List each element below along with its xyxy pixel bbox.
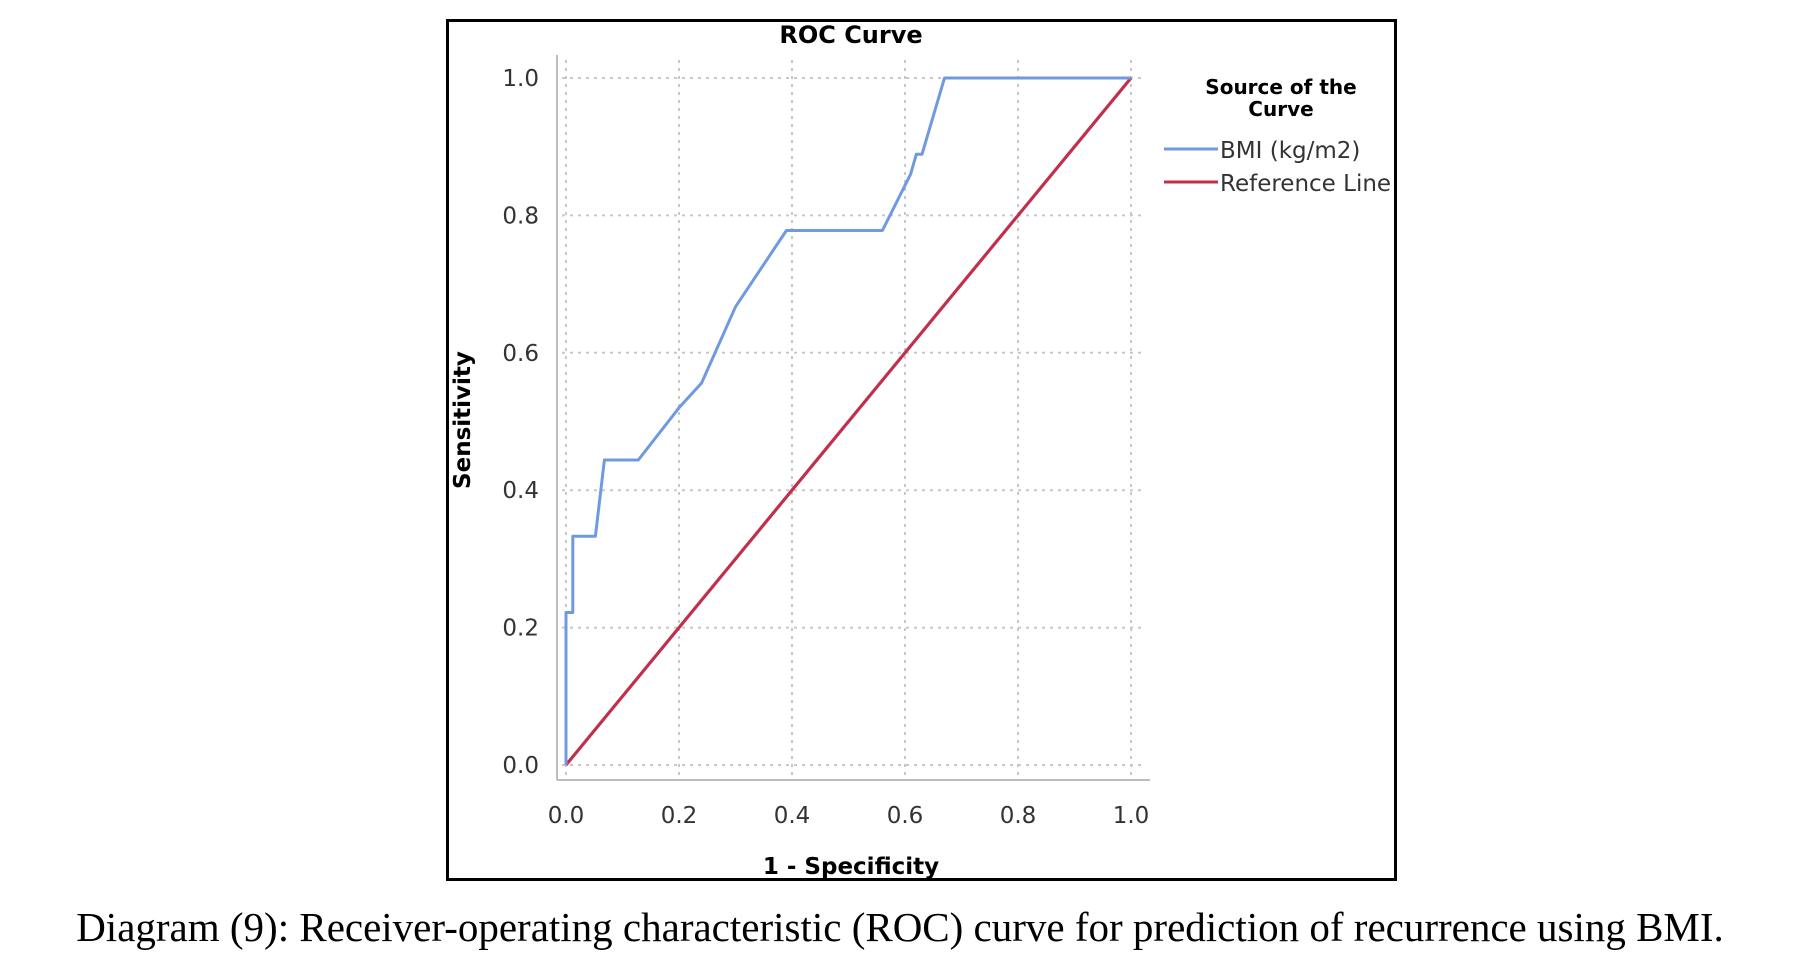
y-tick-label: 0.6 (502, 341, 539, 367)
y-tick-label: 0.2 (502, 616, 539, 642)
y-tick-label: 1.0 (502, 66, 539, 92)
legend-title-line-1: Source of the (1205, 75, 1356, 99)
legend-title-line-2: Curve (1248, 97, 1313, 121)
y-tick-label: 0.8 (502, 203, 539, 229)
y-tick-label: 0.4 (502, 478, 539, 504)
x-tick-label: 0.6 (887, 803, 924, 829)
legend-label-reference: Reference Line (1220, 171, 1391, 197)
figure-caption: Diagram (9): Receiver-operating characte… (76, 904, 1724, 950)
axes (556, 55, 1150, 781)
x-tick-label: 1.0 (1113, 803, 1150, 829)
chart-frame (446, 19, 1397, 881)
grid (562, 60, 1145, 775)
x-axis-title: 1 - Specificity (763, 854, 939, 880)
y-tick-label: 0.0 (502, 753, 539, 779)
legend-label-bmi: BMI (kg/m2) (1220, 138, 1360, 164)
x-tick-labels: 0.0 0.2 0.4 0.6 0.8 1.0 (548, 803, 1150, 829)
y-tick-labels: 0.0 0.2 0.4 0.6 0.8 1.0 (502, 66, 539, 779)
legend: Source of the Curve BMI (kg/m2) Referenc… (1164, 75, 1391, 197)
series (564, 76, 1133, 767)
series-line-reference (564, 76, 1133, 767)
chart-title: ROC Curve (779, 21, 922, 49)
x-tick-label: 0.8 (1000, 803, 1037, 829)
series-line-bmi (564, 76, 1131, 765)
x-tick-label: 0.0 (548, 803, 585, 829)
x-tick-label: 0.4 (774, 803, 811, 829)
y-axis-title: Sensitivity (450, 351, 476, 489)
x-tick-label: 0.2 (661, 803, 698, 829)
